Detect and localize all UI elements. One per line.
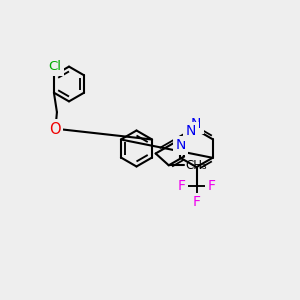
Text: O: O [49, 122, 60, 137]
Text: F: F [178, 179, 185, 193]
Text: CH₃: CH₃ [186, 159, 208, 172]
Text: F: F [208, 179, 215, 193]
Text: N: N [186, 124, 196, 138]
Text: N: N [191, 118, 201, 131]
Text: F: F [193, 195, 200, 209]
Text: N: N [175, 138, 186, 152]
Text: Cl: Cl [48, 60, 61, 74]
